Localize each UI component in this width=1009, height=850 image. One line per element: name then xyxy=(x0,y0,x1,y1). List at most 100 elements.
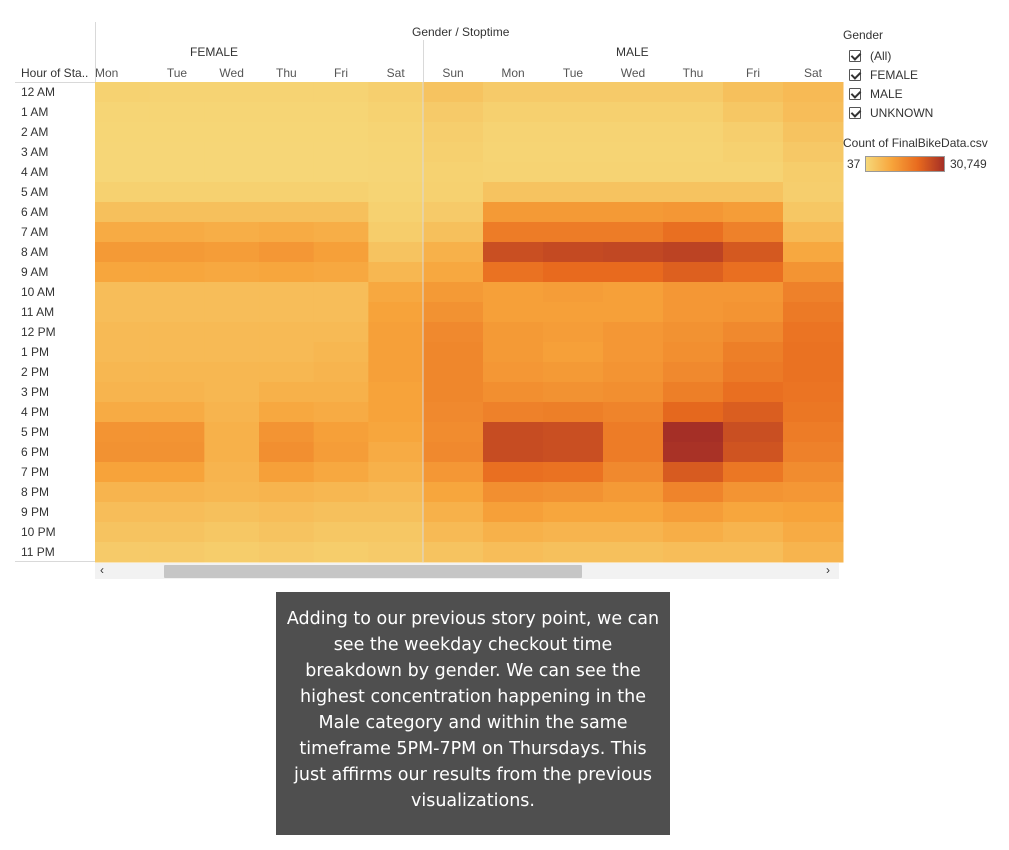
heatmap-cell[interactable] xyxy=(423,382,484,403)
heatmap-cell[interactable] xyxy=(368,142,424,163)
heatmap-cell[interactable] xyxy=(313,202,369,223)
heatmap-cell[interactable] xyxy=(783,142,844,163)
checkbox-checked-icon[interactable] xyxy=(849,69,861,81)
heatmap-cell[interactable] xyxy=(783,222,844,243)
heatmap-cell[interactable] xyxy=(543,242,604,263)
heatmap-cell[interactable] xyxy=(204,502,260,523)
heatmap-cell[interactable] xyxy=(149,202,205,223)
heatmap-cell[interactable] xyxy=(783,422,844,443)
heatmap-cell[interactable] xyxy=(543,442,604,463)
heatmap-cell[interactable] xyxy=(543,262,604,283)
heatmap-cell[interactable] xyxy=(543,362,604,383)
heatmap-cell[interactable] xyxy=(783,282,844,303)
heatmap-cell[interactable] xyxy=(368,182,424,203)
heatmap-cell[interactable] xyxy=(149,422,205,443)
heatmap-cell[interactable] xyxy=(313,282,369,303)
heatmap-cell[interactable] xyxy=(483,202,544,223)
heatmap-cell[interactable] xyxy=(95,222,151,243)
heatmap-cell[interactable] xyxy=(543,182,604,203)
heatmap-cell[interactable] xyxy=(149,122,205,143)
heatmap-cell[interactable] xyxy=(723,162,784,183)
heatmap-cell[interactable] xyxy=(783,302,844,323)
heatmap-cell[interactable] xyxy=(204,242,260,263)
heatmap-chart[interactable] xyxy=(0,0,1009,600)
heatmap-cell[interactable] xyxy=(259,482,315,503)
heatmap-cell[interactable] xyxy=(149,302,205,323)
heatmap-cell[interactable] xyxy=(603,522,664,543)
heatmap-cell[interactable] xyxy=(603,382,664,403)
heatmap-cell[interactable] xyxy=(259,362,315,383)
heatmap-cell[interactable] xyxy=(95,382,151,403)
heatmap-cell[interactable] xyxy=(204,462,260,483)
heatmap-cell[interactable] xyxy=(423,262,484,283)
heatmap-cell[interactable] xyxy=(313,442,369,463)
heatmap-cell[interactable] xyxy=(259,202,315,223)
heatmap-cell[interactable] xyxy=(204,202,260,223)
heatmap-cell[interactable] xyxy=(259,222,315,243)
heatmap-cell[interactable] xyxy=(603,342,664,363)
heatmap-cell[interactable] xyxy=(95,82,151,103)
heatmap-cell[interactable] xyxy=(603,122,664,143)
heatmap-cell[interactable] xyxy=(423,162,484,183)
heatmap-cell[interactable] xyxy=(603,82,664,103)
heatmap-cell[interactable] xyxy=(783,482,844,503)
heatmap-cell[interactable] xyxy=(783,542,844,563)
heatmap-cell[interactable] xyxy=(423,322,484,343)
heatmap-cell[interactable] xyxy=(368,162,424,183)
heatmap-cell[interactable] xyxy=(95,462,151,483)
heatmap-cell[interactable] xyxy=(663,382,724,403)
heatmap-cell[interactable] xyxy=(483,442,544,463)
heatmap-cell[interactable] xyxy=(368,82,424,103)
heatmap-cell[interactable] xyxy=(423,102,484,123)
heatmap-cell[interactable] xyxy=(663,422,724,443)
heatmap-cell[interactable] xyxy=(368,242,424,263)
heatmap-cell[interactable] xyxy=(603,362,664,383)
heatmap-cell[interactable] xyxy=(313,302,369,323)
heatmap-cell[interactable] xyxy=(149,322,205,343)
heatmap-cell[interactable] xyxy=(723,202,784,223)
heatmap-cell[interactable] xyxy=(204,262,260,283)
heatmap-cell[interactable] xyxy=(543,382,604,403)
heatmap-cell[interactable] xyxy=(204,522,260,543)
heatmap-cell[interactable] xyxy=(259,322,315,343)
checkbox-checked-icon[interactable] xyxy=(849,107,861,119)
heatmap-cell[interactable] xyxy=(543,462,604,483)
heatmap-cell[interactable] xyxy=(663,502,724,523)
heatmap-cell[interactable] xyxy=(603,182,664,203)
heatmap-cell[interactable] xyxy=(603,242,664,263)
heatmap-cell[interactable] xyxy=(313,122,369,143)
heatmap-cell[interactable] xyxy=(149,542,205,563)
heatmap-cell[interactable] xyxy=(663,82,724,103)
heatmap-cell[interactable] xyxy=(149,462,205,483)
heatmap-cell[interactable] xyxy=(423,82,484,103)
heatmap-cell[interactable] xyxy=(723,142,784,163)
heatmap-cell[interactable] xyxy=(543,82,604,103)
heatmap-cell[interactable] xyxy=(95,402,151,423)
heatmap-cell[interactable] xyxy=(603,322,664,343)
heatmap-cell[interactable] xyxy=(603,262,664,283)
heatmap-cell[interactable] xyxy=(259,182,315,203)
heatmap-cell[interactable] xyxy=(543,222,604,243)
heatmap-cell[interactable] xyxy=(204,362,260,383)
heatmap-cell[interactable] xyxy=(483,422,544,443)
heatmap-cell[interactable] xyxy=(149,502,205,523)
heatmap-cell[interactable] xyxy=(95,262,151,283)
heatmap-cell[interactable] xyxy=(259,82,315,103)
checkbox-checked-icon[interactable] xyxy=(849,50,861,62)
heatmap-cell[interactable] xyxy=(723,262,784,283)
heatmap-cell[interactable] xyxy=(663,402,724,423)
heatmap-cell[interactable] xyxy=(723,502,784,523)
heatmap-cell[interactable] xyxy=(95,482,151,503)
heatmap-cell[interactable] xyxy=(783,162,844,183)
heatmap-cell[interactable] xyxy=(723,182,784,203)
heatmap-cell[interactable] xyxy=(483,222,544,243)
scroll-right-icon[interactable]: › xyxy=(826,563,830,577)
heatmap-cell[interactable] xyxy=(663,522,724,543)
heatmap-cell[interactable] xyxy=(543,302,604,323)
heatmap-cell[interactable] xyxy=(603,282,664,303)
heatmap-cell[interactable] xyxy=(423,422,484,443)
heatmap-cell[interactable] xyxy=(149,162,205,183)
heatmap-cell[interactable] xyxy=(543,102,604,123)
filter-option-all[interactable]: (All) xyxy=(849,48,891,64)
heatmap-cell[interactable] xyxy=(313,402,369,423)
